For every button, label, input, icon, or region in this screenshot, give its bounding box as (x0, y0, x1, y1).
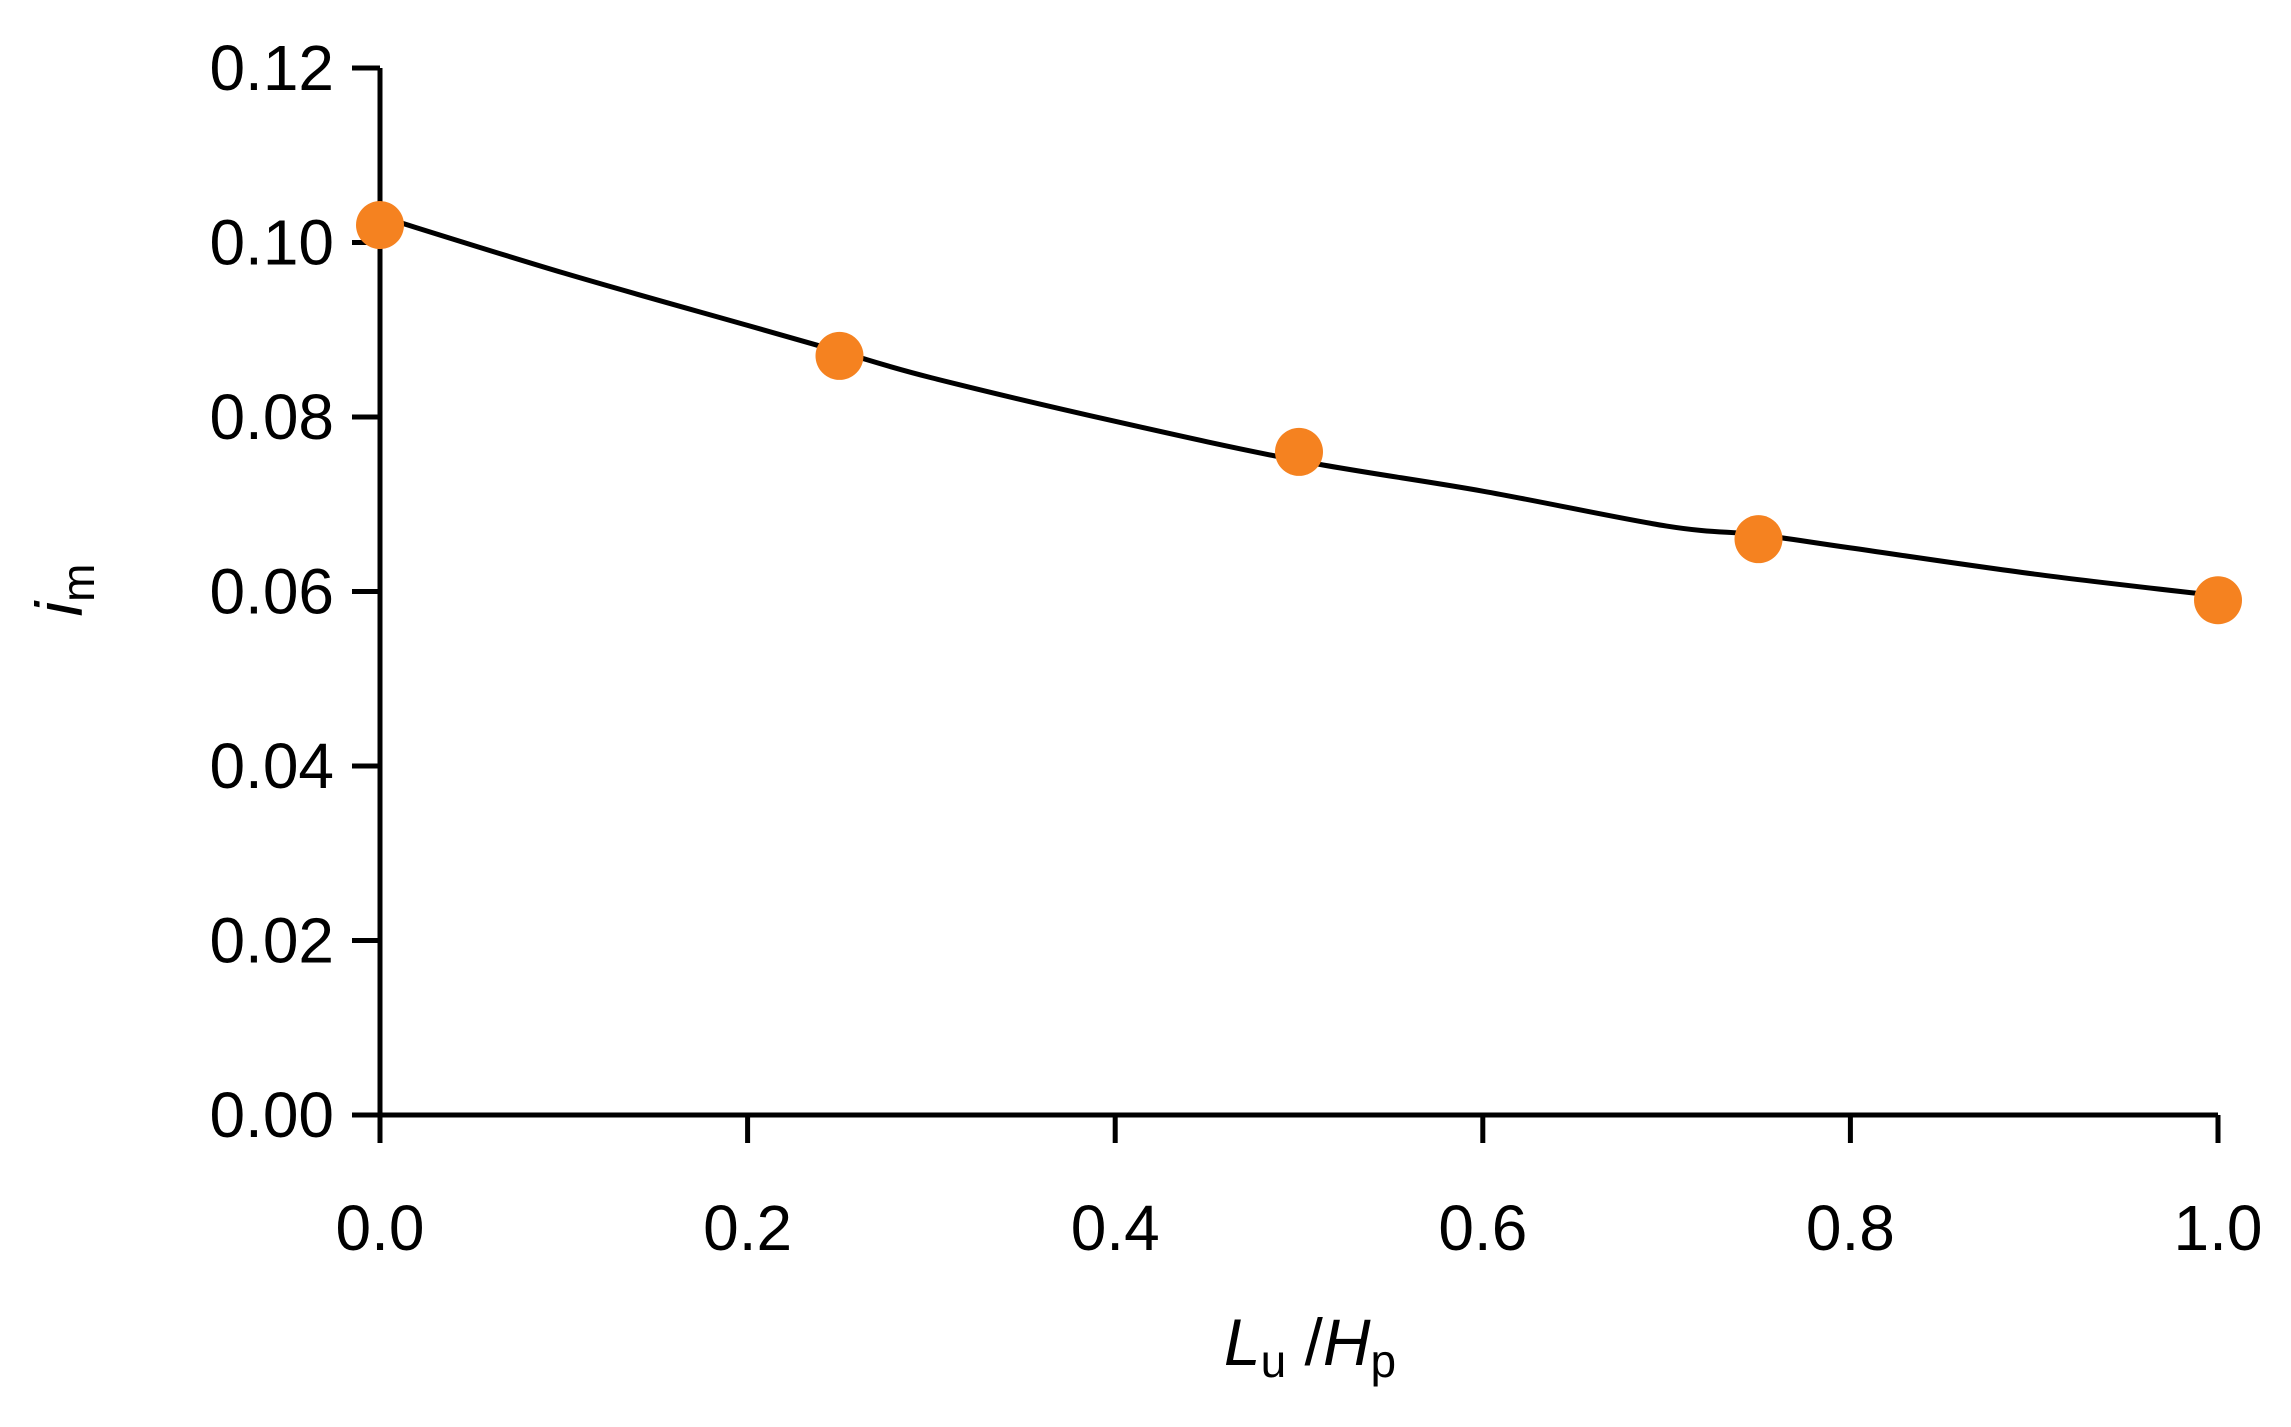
data-point (356, 201, 404, 250)
y-tick-label: 0.04 (209, 730, 334, 802)
y-tick-label: 0.02 (209, 905, 334, 977)
axes (377, 68, 2218, 1118)
y-tick-label: 0.10 (209, 207, 334, 279)
data-points (356, 201, 2242, 625)
x-tick-label: 0.4 (1071, 1192, 1160, 1264)
x-tick-label: 1.0 (2174, 1192, 2263, 1264)
y-tick-label: 0.00 (209, 1079, 334, 1151)
data-point (1734, 515, 1783, 564)
y-axis-label: im (22, 564, 104, 617)
tick-labels: 0.00 0.02 0.04 0.06 0.08 0.10 0.12 0.0 0.2 0.4 0.6… (209, 32, 2262, 1264)
y-tick-label: 0.06 (209, 556, 334, 628)
x-tick-label: 0.6 (1438, 1192, 1527, 1264)
y-tick-label: 0.12 (209, 32, 334, 104)
x-axis-label: Lu /Hp (1224, 1305, 1396, 1387)
x-tick-label: 0.2 (703, 1192, 792, 1264)
y-tick-label: 0.08 (209, 381, 334, 453)
x-tick-label: 0.8 (1806, 1192, 1895, 1264)
fit-curve-line (379, 213, 2219, 599)
data-point (1275, 427, 1323, 476)
fit-curve (379, 213, 2219, 599)
x-tick-label: 0.0 (336, 1192, 425, 1264)
data-point (815, 331, 864, 380)
data-point (2194, 576, 2242, 625)
ticks (352, 65, 2221, 1143)
